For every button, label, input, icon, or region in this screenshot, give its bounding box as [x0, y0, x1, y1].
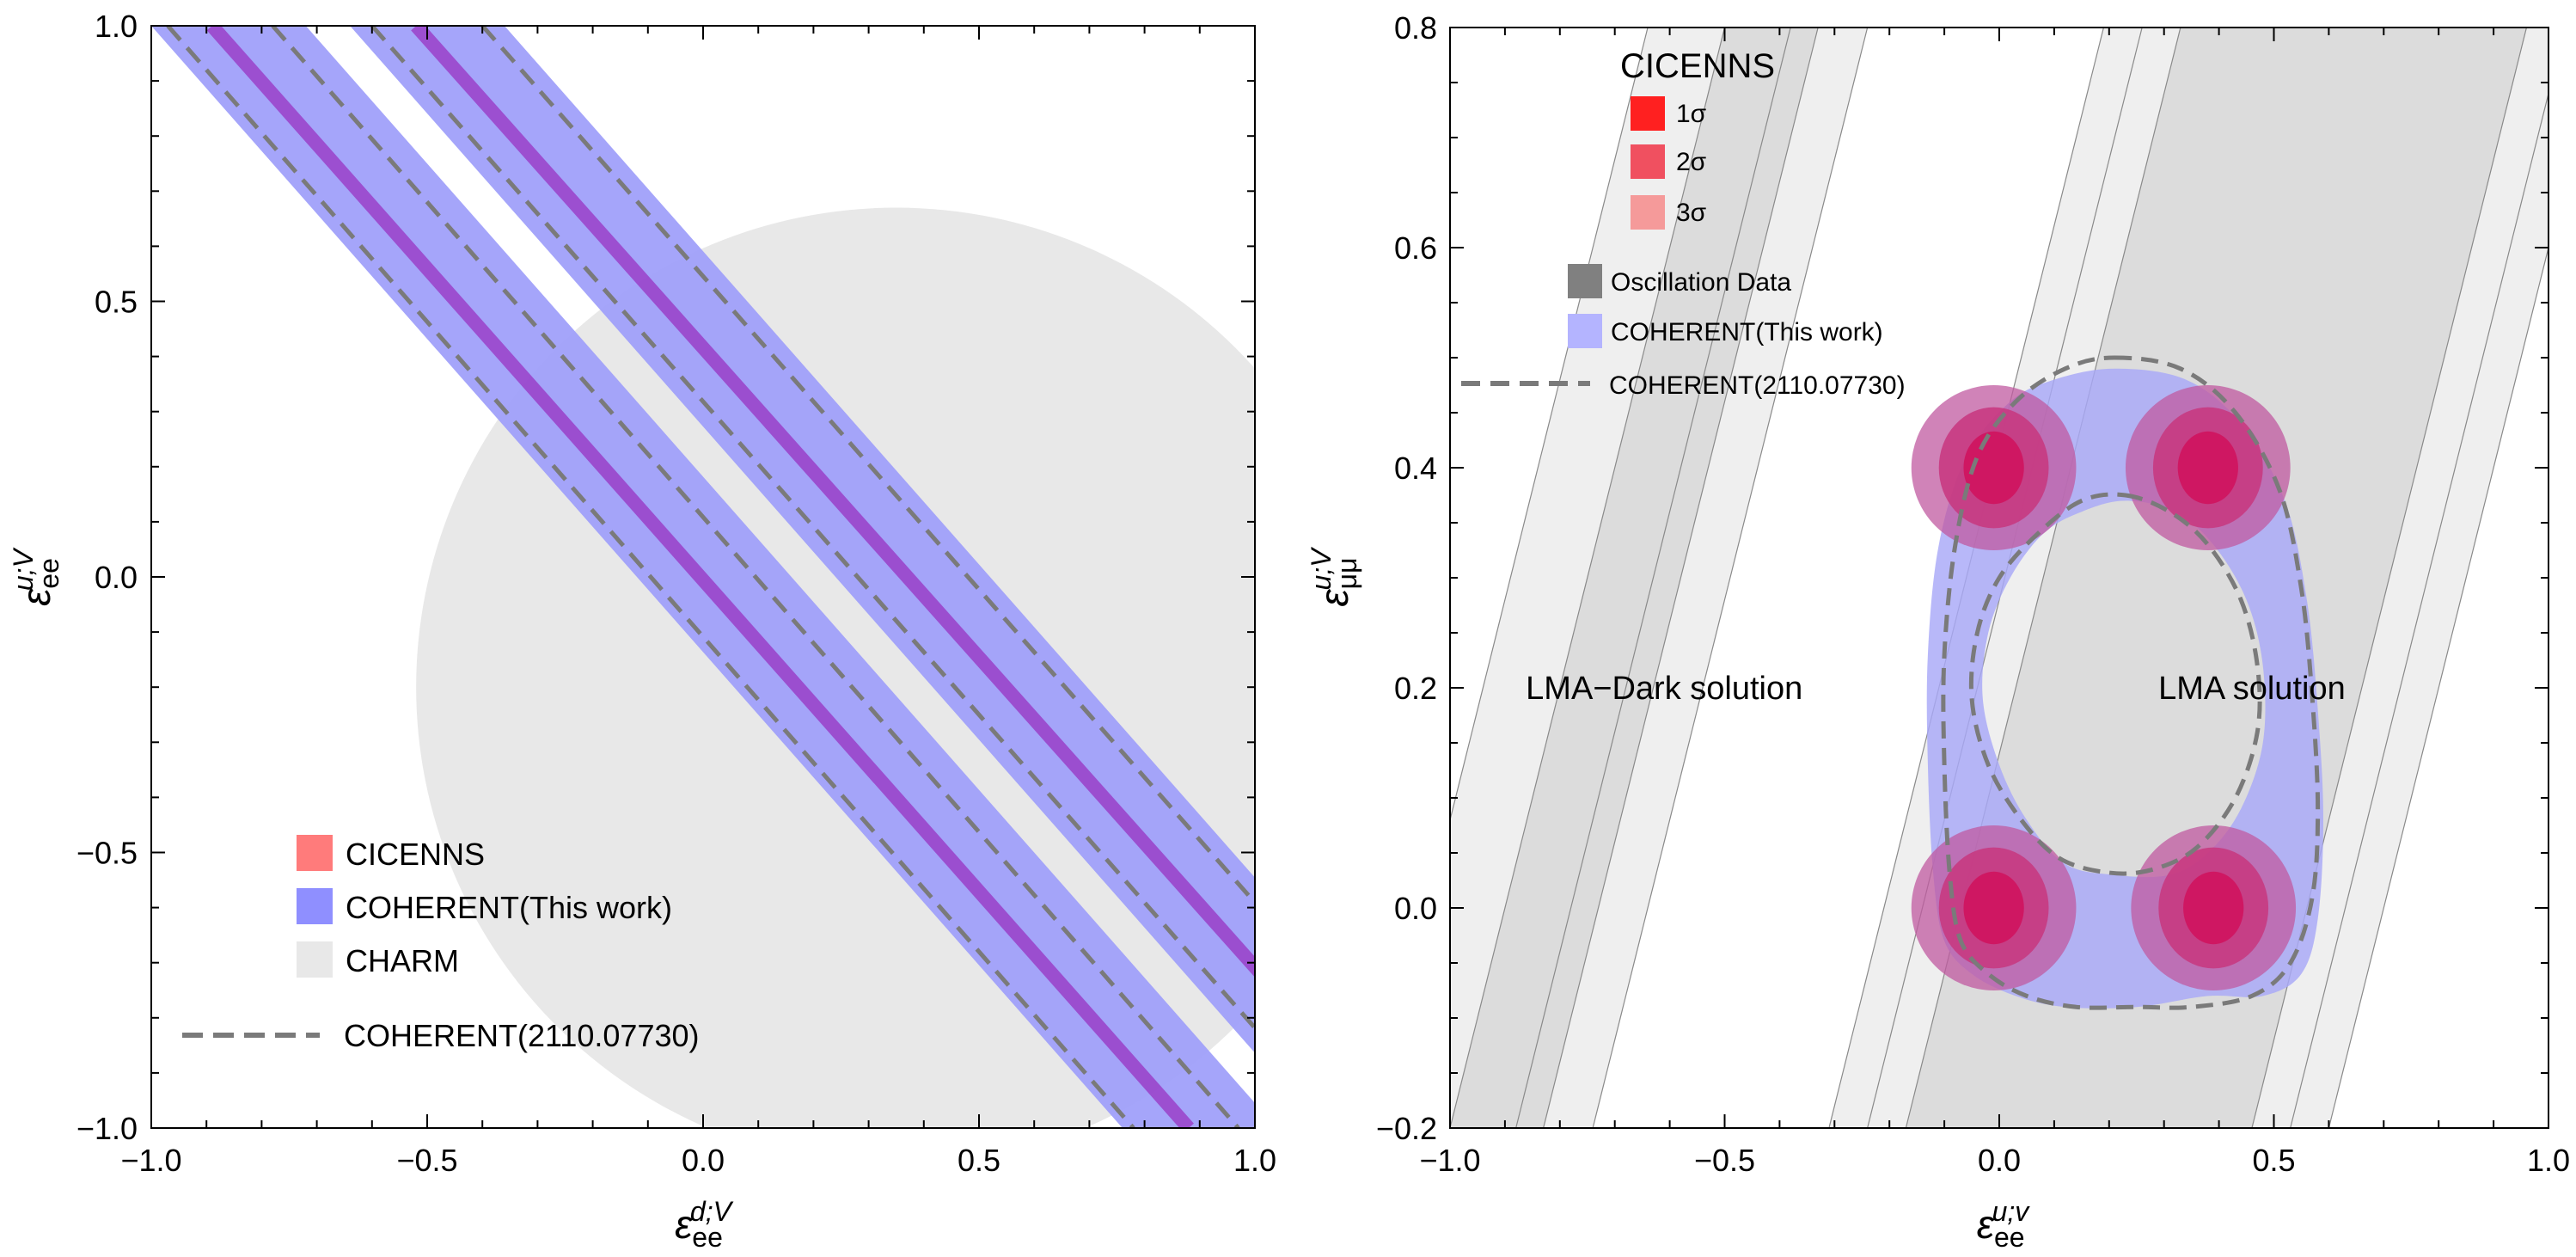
right-legend: CICENNS 1σ 2σ 3σ Oscillation Data COHERENT(Th…: [1461, 47, 1906, 400]
right-y-tick-label: 0.6: [1394, 230, 1437, 266]
right-plot-area: [1450, 28, 2548, 1128]
legend-label-sigma-1: 1σ: [1676, 100, 1707, 128]
right-y-tick-label: −0.2: [1376, 1111, 1437, 1146]
left-y-tick-label: 0.5: [95, 285, 138, 320]
left-y-tick-label: 0.0: [95, 560, 138, 595]
legend-swatch-sigma-2: [1631, 144, 1665, 179]
legend-label-3: CHARM: [346, 943, 459, 978]
left-x-tick-label: −0.5: [396, 1143, 457, 1178]
legend-swatch-sigma-3: [1631, 195, 1665, 230]
right-x-tick-label: −1.0: [1419, 1143, 1480, 1178]
right-y-tick-label: 0.0: [1394, 891, 1437, 926]
right-x-axis-label-text: εeeu;v: [1977, 1196, 2031, 1253]
right-x-tick-label: −0.5: [1694, 1143, 1755, 1178]
right-x-axis-label: εeeu;v: [1977, 1196, 2031, 1253]
left-panel: CICENNS COHERENT(This work) CHARM COHERENT(…: [8, 9, 1276, 1253]
oscillation-edge-1: [1450, 28, 1649, 823]
right-y-tick-label: 0.4: [1394, 451, 1437, 486]
right-y-axis-label: εμμu;V: [1306, 547, 1362, 607]
left-x-axis-label: εeed;V: [675, 1196, 734, 1253]
dashed-contour-4: [480, 26, 1255, 906]
legend-label-4: Oscillation Data: [1611, 268, 1791, 297]
legend-swatch-sigma-1: [1631, 96, 1665, 131]
legend-swatch-4: [1568, 264, 1602, 298]
legend-label-6: COHERENT(2110.07730): [1609, 371, 1906, 400]
legend-label-2: COHERENT(This work): [346, 890, 672, 925]
legend-label-4: COHERENT(2110.07730): [344, 1018, 700, 1053]
right-ticks: [1449, 27, 2549, 1129]
left-y-axis-label: εeeu;V: [8, 547, 64, 606]
dashed-contour-outer: [1941, 355, 2321, 1010]
right-x-tick-label: 0.0: [1978, 1143, 2021, 1178]
legend-label-sigma-3: 3σ: [1676, 199, 1707, 227]
oscillation-edge-3: [1515, 28, 1791, 1128]
right-y-tick-label: 0.2: [1394, 671, 1437, 706]
left-x-tick-label: 0.5: [958, 1143, 1000, 1178]
cicenns-lobe-2-1sigma: [2177, 431, 2238, 505]
legend-title: CICENNS: [1620, 47, 1775, 85]
left-x-tick-label: −1.0: [120, 1143, 181, 1178]
cicenns-lobe-3-1sigma: [1963, 871, 2024, 945]
oscillation-edge-5: [1592, 28, 1869, 1128]
left-plot-area: [151, 26, 1255, 1128]
dashed-contour-2: [271, 26, 1240, 1128]
dashed-contour-1: [166, 26, 1135, 1128]
oscillation-band-2: [1450, 28, 1819, 1128]
cicenns-lobe-1-1sigma: [1963, 431, 2024, 505]
legend-swatch-1: [297, 835, 333, 871]
left-x-tick-label: 0.0: [682, 1143, 725, 1178]
left-x-tick-label: 1.0: [1233, 1143, 1276, 1178]
legend-label-1: CICENNS: [346, 837, 485, 872]
legend-swatch-2: [297, 888, 333, 924]
oscillation-edge-4: [1543, 28, 1819, 1128]
right-y-tick-label: 0.8: [1394, 10, 1437, 46]
left-y-axis-label-text: εeeu;V: [8, 547, 64, 606]
legend-swatch-3: [297, 941, 333, 978]
annotation-1: LMA−Dark solution: [1526, 671, 1802, 707]
left-y-tick-label: 1.0: [95, 9, 138, 44]
right-y-axis-label-text: εμμu;V: [1306, 547, 1362, 607]
dashed-contour-3: [370, 26, 1255, 1032]
oscillation-edge-11: [2328, 245, 2548, 1128]
oscillation-edge-10: [2290, 91, 2548, 1128]
left-y-tick-label: −0.5: [76, 836, 138, 871]
left-x-axis-label-text: εeed;V: [675, 1196, 734, 1253]
oscillation-band-4: [1906, 28, 2527, 1128]
annotation-2: LMA solution: [2158, 671, 2346, 707]
right-panel: LMA−Dark solution LMA solution CICENNS 1σ 2σ…: [1306, 10, 2570, 1253]
cicenns-band-1: [206, 26, 1194, 1128]
cicenns-band-2: [411, 26, 1255, 978]
dashed-contour-inner: [1968, 492, 2262, 876]
cicenns-lobe-4-1sigma: [2183, 871, 2244, 945]
left-ticks: [150, 25, 1256, 1129]
legend-swatch-5: [1568, 314, 1602, 348]
oscillation-edge-2: [1450, 28, 1726, 1128]
legend-label-sigma-2: 2σ: [1676, 148, 1707, 176]
legend-label-5: COHERENT(This work): [1611, 318, 1883, 346]
coherent-band-2: [350, 26, 1255, 1053]
right-x-tick-label: 0.5: [2252, 1143, 2295, 1178]
left-legend: CICENNS COHERENT(This work) CHARM COHERENT(…: [182, 835, 700, 1053]
left-y-tick-label: −1.0: [76, 1111, 138, 1146]
right-x-tick-label: 1.0: [2527, 1143, 2570, 1178]
